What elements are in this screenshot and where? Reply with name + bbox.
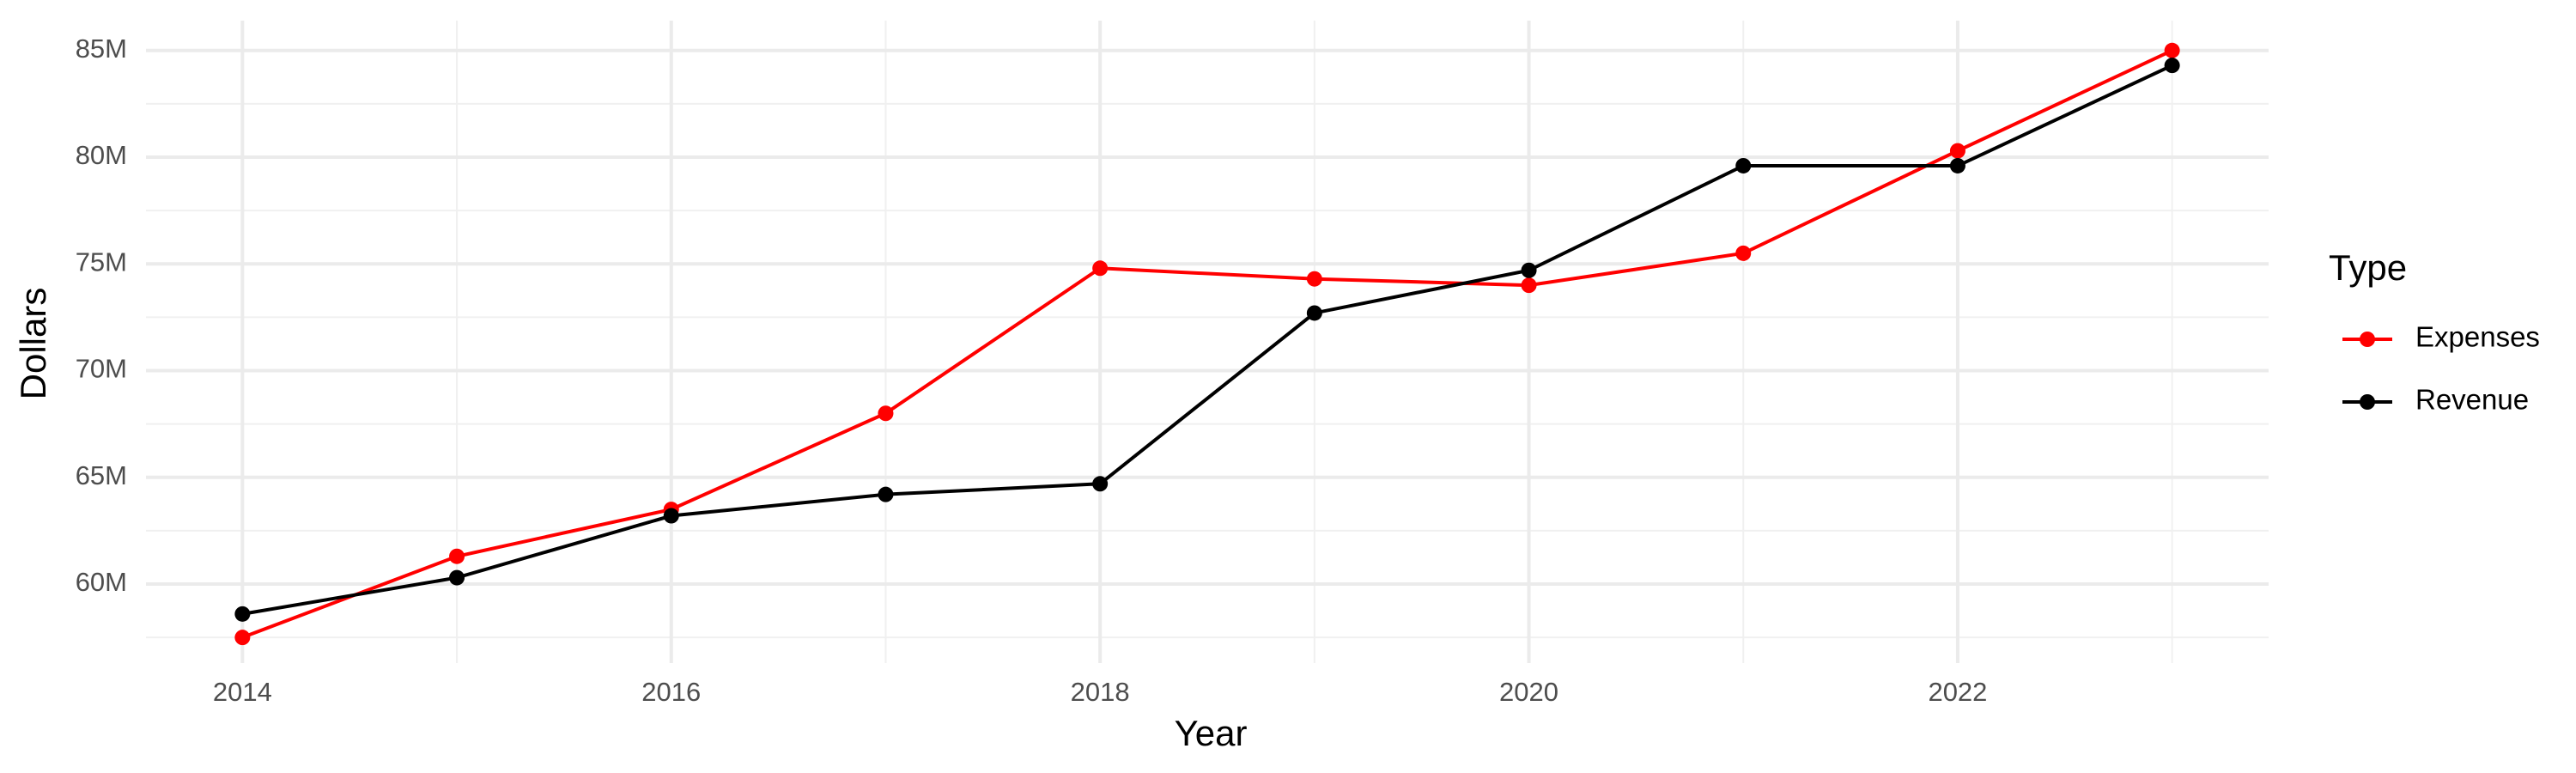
data-point (878, 486, 894, 502)
data-point (1735, 245, 1752, 261)
x-tick-label: 2022 (1928, 677, 1987, 707)
data-point (1735, 157, 1752, 173)
series-line (241, 48, 2173, 640)
y-tick-label: 80M (76, 140, 127, 170)
legend-key-point (2360, 394, 2375, 410)
data-point (2164, 58, 2180, 74)
legend-label: Revenue (2415, 384, 2529, 416)
data-point (1092, 260, 1109, 277)
data-point (2164, 42, 2180, 58)
data-point (234, 630, 251, 646)
data-point (234, 606, 251, 622)
x-tick-label: 2018 (1071, 677, 1130, 707)
data-point (449, 548, 465, 564)
data-point (449, 569, 465, 586)
data-point (1092, 476, 1109, 492)
data-point (1306, 305, 1322, 321)
x-tick-label: 2020 (1499, 677, 1558, 707)
x-tick-label: 2014 (213, 677, 272, 707)
legend-title: Type (2329, 247, 2407, 288)
y-tick-label: 60M (76, 567, 127, 597)
data-point (1521, 262, 1537, 278)
x-tick-label: 2016 (641, 677, 701, 707)
x-axis-title: Year (1175, 713, 1248, 753)
y-tick-label: 75M (76, 247, 127, 277)
legend-label: Expenses (2415, 321, 2540, 353)
data-point (1949, 157, 1965, 173)
y-tick-label: 70M (76, 354, 127, 384)
y-tick-label: 85M (76, 33, 127, 64)
legend-key-point (2360, 332, 2375, 347)
data-point (1306, 271, 1322, 287)
data-point (1521, 277, 1537, 294)
y-axis-title: Dollars (13, 288, 53, 400)
data-point (663, 508, 679, 524)
data-point (878, 405, 894, 422)
series-line (242, 64, 2173, 616)
y-tick-label: 65M (76, 460, 127, 490)
data-point (1949, 143, 1965, 159)
